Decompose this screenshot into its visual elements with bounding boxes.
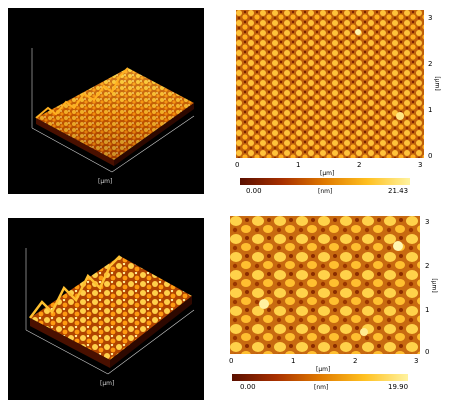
x-tick-0-bottom: 0: [229, 357, 234, 365]
y-tick-1-top: 1: [428, 106, 433, 114]
x-tick-3-top: 3: [418, 161, 423, 169]
y-axis-unit-bottom: [µm]: [430, 278, 438, 293]
y-tick-3-bottom: 3: [425, 218, 430, 226]
height-map-image-bottom: [230, 216, 420, 354]
height-map-image-top: [236, 10, 424, 158]
afm-height-map-top: [236, 10, 424, 158]
colorbar-top: [240, 178, 410, 185]
colorbar-min-top: 0.00: [246, 187, 262, 195]
colorbar-min-bottom: 0.00: [240, 383, 256, 391]
x-tick-2-top: 2: [357, 161, 362, 169]
y-tick-1-bottom: 1: [425, 306, 430, 314]
x-axis-unit-bottom: [µm]: [316, 366, 331, 373]
colorbar-max-bottom: 19.90: [388, 383, 409, 391]
y-tick-0-bottom: 0: [425, 348, 430, 356]
x-tick-3-bottom: 3: [414, 357, 419, 365]
x-tick-0-top: 0: [235, 161, 240, 169]
3d-surface-image-bottom: [25, 248, 195, 375]
x-tick-1-top: 1: [296, 161, 301, 169]
colorbar-unit-bottom: [nm]: [314, 384, 329, 391]
3d-surface-image-top: [31, 48, 195, 173]
x-axis-unit-top: [µm]: [320, 170, 335, 177]
afm-3d-surface-top: [µm]: [8, 8, 204, 194]
y-tick-0-top: 0: [428, 152, 433, 160]
afm-3d-surface-bottom: [µm]: [8, 218, 204, 400]
x-tick-1-bottom: 1: [291, 357, 296, 365]
afm-height-map-bottom: [230, 216, 420, 354]
colorbar-max-top: 21.43: [388, 187, 409, 195]
surface-bottom-face: [30, 256, 192, 360]
3d-axis-unit-bottom: [µm]: [100, 380, 115, 387]
y-tick-2-top: 2: [428, 60, 433, 68]
y-tick-2-bottom: 2: [425, 262, 430, 270]
3d-axis-unit-top: [µm]: [98, 178, 113, 185]
y-tick-3-top: 3: [428, 14, 433, 22]
colorbar-unit-top: [nm]: [318, 188, 333, 195]
colorbar-bottom: [232, 374, 408, 381]
x-tick-2-bottom: 2: [353, 357, 358, 365]
y-axis-unit-top: [µm]: [433, 76, 441, 91]
